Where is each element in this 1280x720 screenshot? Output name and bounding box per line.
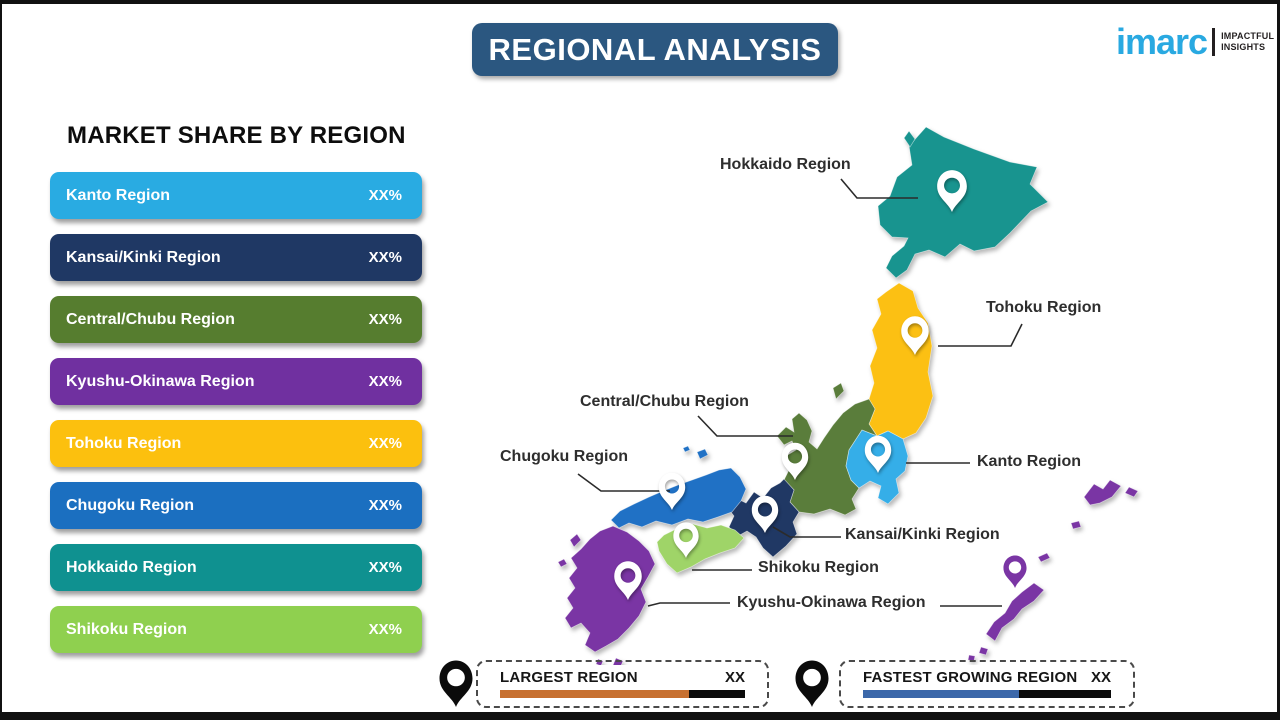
pin-kansai-icon[interactable] — [751, 495, 779, 533]
share-bar-label: Shikoku Region — [66, 620, 187, 638]
share-bar-value: XX% — [368, 249, 402, 266]
map-islet — [978, 646, 989, 656]
pin-shikoku-icon[interactable] — [673, 522, 699, 558]
pin-chubu-icon[interactable] — [781, 442, 809, 480]
map-region-hokkaido[interactable] — [877, 126, 1049, 279]
share-bar-value: XX% — [368, 311, 402, 328]
map-region-tohoku[interactable] — [868, 282, 934, 440]
frame-border-left — [0, 0, 2, 720]
frame-border-top — [0, 0, 1280, 4]
share-bar-label: Kyushu-Okinawa Region — [66, 372, 255, 390]
market-share-list: Kanto Region XX% Kansai/Kinki Region XX%… — [50, 172, 422, 653]
map-label-tohoku: Tohoku Region — [986, 299, 1102, 316]
map-islet — [1037, 552, 1051, 563]
share-bar-value: XX% — [368, 373, 402, 390]
map-label-chubu: Central/Chubu Region — [580, 393, 749, 410]
largest-region-pin-icon — [439, 660, 473, 707]
largest-region-value: XX — [724, 668, 745, 686]
callout-line-tohoku — [938, 323, 1023, 347]
share-bar-value: XX% — [368, 187, 402, 204]
callout-line-kansai — [772, 526, 841, 538]
share-bar-label: Hokkaido Region — [66, 558, 197, 576]
map-islet-amami — [1083, 479, 1122, 506]
map-label-shikoku: Shikoku Region — [758, 559, 879, 576]
map-islet — [903, 130, 916, 148]
logo-tagline-2: INSIGHTS — [1221, 42, 1266, 52]
map-islet-oki — [696, 448, 709, 460]
map-region-shikoku[interactable] — [656, 523, 745, 574]
map-islet-tsushima — [569, 533, 582, 548]
logo-brand-text: imarc — [1116, 21, 1208, 62]
imarc-logo: imarc IMPACTFUL INSIGHTS — [1116, 24, 1274, 60]
share-bar-kanto[interactable]: Kanto Region XX% — [50, 172, 422, 219]
largest-region-bar-rest — [688, 689, 745, 698]
logo-tagline-1: IMPACTFUL — [1221, 30, 1275, 41]
map-islet-oki — [682, 445, 691, 453]
callout-line-chubu — [697, 415, 793, 437]
pin-okinawa-icon[interactable] — [1003, 555, 1027, 588]
fastest-region-bar-rest — [1019, 689, 1111, 698]
share-bar-label: Kansai/Kinki Region — [66, 248, 221, 266]
callout-line-kyushu — [647, 602, 730, 607]
fastest-region-bar-fill — [863, 689, 1020, 698]
fastest-region-bar — [863, 689, 1111, 698]
pin-kanto-icon[interactable] — [864, 435, 892, 473]
share-bar-label: Chugoku Region — [66, 496, 194, 514]
share-bar-chugoku[interactable]: Chugoku Region XX% — [50, 482, 422, 529]
pin-kyushu-icon[interactable] — [614, 561, 642, 600]
pin-hokkaido-icon[interactable] — [937, 170, 967, 212]
fastest-region-box: FASTEST GROWING REGION XX — [839, 660, 1135, 708]
largest-region-bar — [500, 689, 745, 698]
share-bar-hokkaido[interactable]: Hokkaido Region XX% — [50, 544, 422, 591]
frame-border-bottom — [0, 712, 1280, 720]
share-bar-label: Kanto Region — [66, 186, 170, 204]
callout-line-hokkaido — [840, 178, 918, 199]
fastest-region-value: XX — [1090, 668, 1111, 686]
logo-divider — [1212, 28, 1216, 56]
map-region-kyushu[interactable] — [564, 525, 656, 653]
share-bar-label: Central/Chubu Region — [66, 310, 235, 328]
share-bar-label: Tohoku Region — [66, 434, 182, 452]
map-label-hokkaido: Hokkaido Region — [720, 156, 851, 173]
market-share-heading: MARKET SHARE BY REGION — [67, 122, 406, 149]
map-label-kanto: Kanto Region — [977, 453, 1081, 470]
map-islet-sado — [832, 382, 845, 400]
share-bar-chubu[interactable]: Central/Chubu Region XX% — [50, 296, 422, 343]
frame-border-right — [1277, 0, 1280, 720]
title-banner: REGIONAL ANALYSIS — [472, 23, 838, 76]
pin-tohoku-icon[interactable] — [901, 316, 929, 355]
share-bar-shikoku[interactable]: Shikoku Region XX% — [50, 606, 422, 653]
largest-region-label: LARGEST REGION — [500, 668, 638, 686]
largest-region-box: LARGEST REGION XX — [476, 660, 769, 708]
map-label-chugoku: Chugoku Region — [500, 448, 628, 465]
map-label-kyushu-okinawa: Kyushu-Okinawa Region — [737, 594, 926, 611]
map-islet — [1124, 486, 1139, 498]
share-bar-kansai[interactable]: Kansai/Kinki Region XX% — [50, 234, 422, 281]
share-bar-value: XX% — [368, 621, 402, 638]
share-bar-value: XX% — [368, 435, 402, 452]
japan-map — [557, 126, 1139, 665]
share-bar-kyushu-okinawa[interactable]: Kyushu-Okinawa Region XX% — [50, 358, 422, 405]
largest-region-bar-fill — [500, 689, 689, 698]
map-islet — [557, 558, 568, 568]
fastest-region-pin-icon — [795, 660, 829, 707]
pin-chugoku-icon[interactable] — [658, 472, 686, 510]
map-region-okinawa-main[interactable] — [985, 582, 1045, 642]
share-bar-tohoku[interactable]: Tohoku Region XX% — [50, 420, 422, 467]
share-bar-value: XX% — [368, 497, 402, 514]
fastest-region-label: FASTEST GROWING REGION — [863, 668, 1078, 686]
map-islet — [1070, 520, 1082, 530]
map-label-kansai: Kansai/Kinki Region — [845, 526, 1000, 543]
callout-line-chugoku — [577, 473, 670, 492]
page-title: REGIONAL ANALYSIS — [488, 31, 822, 67]
share-bar-value: XX% — [368, 559, 402, 576]
